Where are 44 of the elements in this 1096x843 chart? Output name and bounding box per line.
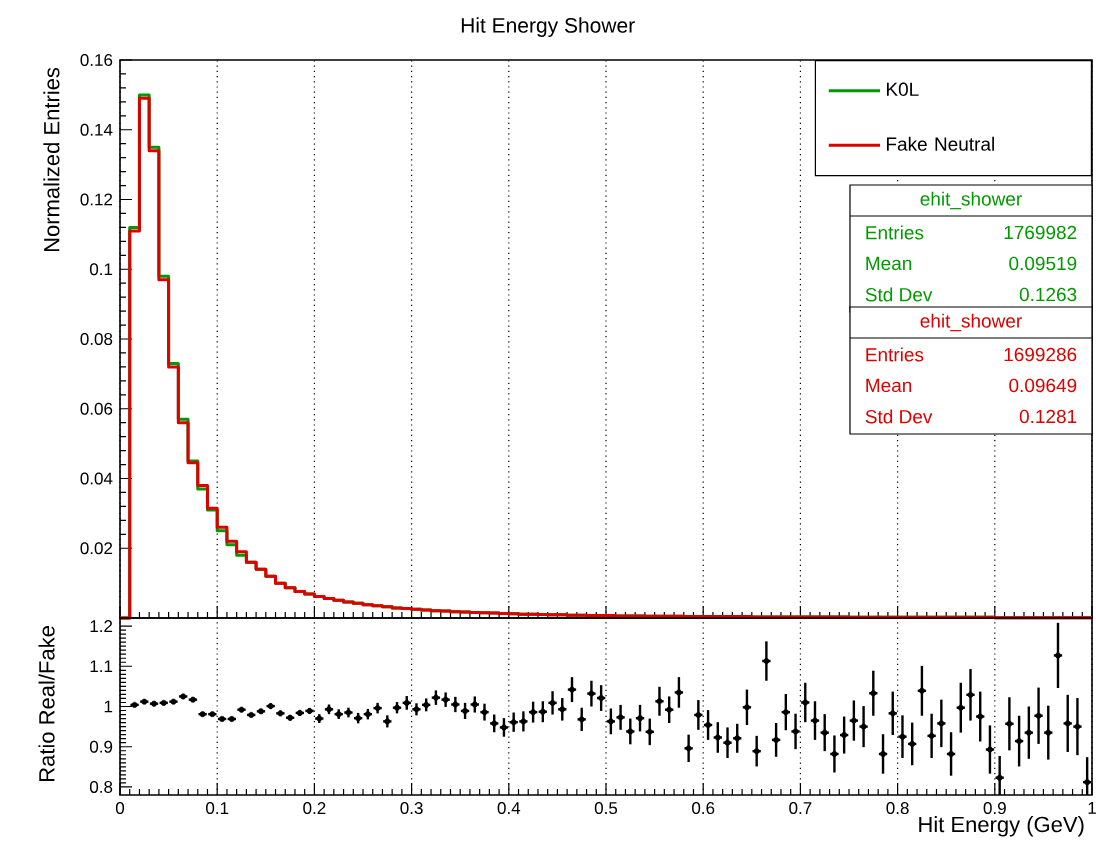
y-axis-title: Ratio Real/Fake <box>38 626 55 781</box>
y-tick-label: 0.06 <box>80 402 113 415</box>
annotation: Std Dev <box>865 287 933 302</box>
chart-title: Hit Energy Shower <box>461 17 635 37</box>
y-tick-label: 0.12 <box>80 193 113 206</box>
annotation: 1769982 <box>1004 225 1077 240</box>
x-tick-label: 0.7 <box>789 802 812 815</box>
annotation: Entries <box>866 347 924 362</box>
x-axis-title: Hit Energy (GeV) <box>919 816 1084 837</box>
x-tick-label: 0.3 <box>400 802 423 815</box>
y-tick-label: 0.08 <box>80 333 113 346</box>
y-tick-label: 0.14 <box>80 123 113 136</box>
y-tick-label: 1 <box>104 700 113 713</box>
legend-label: Fake Neutral <box>886 136 994 151</box>
x-tick-label: 0.5 <box>594 802 618 815</box>
x-tick-label: 0.2 <box>303 802 326 815</box>
y-tick-label: 0.1 <box>89 263 113 276</box>
annotation: 0.1263 <box>1019 287 1077 302</box>
y-axis-title: Normalized Entries <box>43 67 60 252</box>
legend-label: K0L <box>886 82 919 97</box>
x-tick-label: 0.9 <box>983 802 1006 815</box>
y-tick-label: 0.8 <box>89 780 113 793</box>
x-tick-label: 0.6 <box>692 802 715 815</box>
annotation: Mean <box>866 256 912 271</box>
x-tick-label: 0.1 <box>206 802 229 815</box>
y-tick-label: 0.02 <box>80 542 113 555</box>
annotation: Mean <box>866 378 912 393</box>
annotation: Entries <box>866 225 924 240</box>
x-tick-label: 0 <box>115 802 125 815</box>
annotation: 0.09649 <box>1009 378 1077 393</box>
y-tick-label: 0.9 <box>89 740 113 753</box>
x-tick-label: 0.4 <box>497 802 521 815</box>
y-tick-label: 0.16 <box>80 54 113 67</box>
annotation: Std Dev <box>865 409 933 424</box>
annotation: 0.1281 <box>1019 409 1077 424</box>
y-tick-label: 0.04 <box>80 472 113 485</box>
annotation: ehit_shower <box>920 191 1022 210</box>
y-tick-label: 1.1 <box>90 660 113 673</box>
y-tick-label: 1.2 <box>90 620 113 632</box>
annotation: ehit_shower <box>920 313 1022 332</box>
x-tick-label: 0.8 <box>886 802 909 815</box>
annotation: 1699286 <box>1004 347 1077 362</box>
x-tick-label: 1 <box>1088 802 1096 814</box>
annotation: 0.09519 <box>1009 256 1077 271</box>
